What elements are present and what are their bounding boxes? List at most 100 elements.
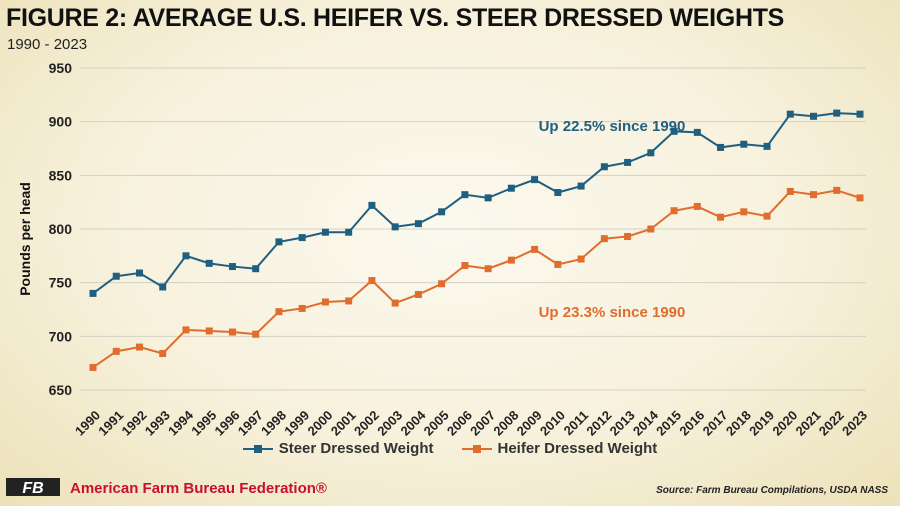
data-point-heifer xyxy=(693,202,701,210)
data-point-steer xyxy=(531,176,539,184)
data-point-steer xyxy=(786,110,794,118)
data-point-steer xyxy=(810,112,818,120)
data-point-steer xyxy=(298,234,306,242)
x-tick-label: 2010 xyxy=(537,408,568,439)
x-tick-label: 1993 xyxy=(142,408,173,439)
x-tick-label: 2014 xyxy=(630,407,662,439)
data-point-steer xyxy=(252,265,260,273)
legend-item-steer: Steer Dressed Weight xyxy=(242,440,434,457)
data-point-steer xyxy=(391,223,399,231)
data-point-heifer xyxy=(647,225,655,233)
data-point-steer xyxy=(112,272,120,280)
data-point-heifer xyxy=(856,194,864,202)
x-tick-label: 2013 xyxy=(607,408,638,439)
x-tick-label: 2022 xyxy=(816,408,847,439)
data-point-heifer xyxy=(182,326,190,334)
y-tick-label: 700 xyxy=(49,328,73,344)
data-point-steer xyxy=(438,208,446,216)
x-tick-label: 2017 xyxy=(700,408,731,439)
data-point-steer xyxy=(135,269,143,277)
y-tick-label: 650 xyxy=(49,382,73,398)
data-point-heifer xyxy=(321,298,329,306)
legend-swatch-steer xyxy=(242,443,273,455)
x-tick-label: 2009 xyxy=(514,408,545,439)
x-tick-label: 1996 xyxy=(212,408,243,439)
data-point-heifer xyxy=(600,235,608,243)
x-tick-label: 1998 xyxy=(258,408,289,439)
data-point-heifer xyxy=(252,330,260,338)
data-point-steer xyxy=(321,228,329,236)
data-point-heifer xyxy=(298,304,306,312)
data-point-steer xyxy=(624,158,632,166)
data-point-steer xyxy=(368,201,376,209)
data-point-steer xyxy=(647,149,655,157)
legend-label-heifer: Heifer Dressed Weight xyxy=(497,440,658,457)
data-point-steer xyxy=(89,289,97,297)
x-tick-label: 2018 xyxy=(723,408,754,439)
data-point-heifer xyxy=(577,255,585,263)
data-point-heifer xyxy=(391,299,399,307)
series-line-steer xyxy=(92,112,861,295)
x-tick-label: 1992 xyxy=(119,408,150,439)
x-tick-label: 1997 xyxy=(235,408,266,439)
y-tick-label: 900 xyxy=(49,114,73,130)
data-point-steer xyxy=(554,189,562,197)
x-tick-label: 2003 xyxy=(374,408,405,439)
data-point-steer xyxy=(275,238,283,246)
y-tick-label: 950 xyxy=(49,60,73,76)
x-tick-label: 2020 xyxy=(769,408,800,439)
x-tick-label: 2008 xyxy=(490,408,521,439)
data-point-heifer xyxy=(135,343,143,351)
x-tick-label: 2004 xyxy=(397,407,429,439)
x-tick-label: 2000 xyxy=(304,408,335,439)
data-point-heifer xyxy=(414,290,422,298)
data-point-heifer xyxy=(507,256,515,264)
data-point-steer xyxy=(205,259,213,267)
data-point-steer xyxy=(740,140,748,148)
chart-legend: Steer Dressed Weight Heifer Dressed Weig… xyxy=(0,440,900,457)
legend-swatch-heifer xyxy=(461,443,492,455)
data-point-steer xyxy=(763,142,771,150)
data-point-heifer xyxy=(786,187,794,195)
data-point-steer xyxy=(461,191,469,199)
data-point-heifer xyxy=(368,277,376,285)
data-point-heifer xyxy=(833,186,841,194)
x-tick-label: 2016 xyxy=(676,408,707,439)
x-tick-label: 2012 xyxy=(583,408,614,439)
data-point-steer xyxy=(856,110,864,118)
x-tick-label: 2007 xyxy=(467,408,498,439)
data-point-heifer xyxy=(531,245,539,253)
legend-label-steer: Steer Dressed Weight xyxy=(278,440,434,457)
data-point-heifer xyxy=(740,208,748,216)
annotation-steer: Up 22.5% since 1990 xyxy=(539,118,686,135)
y-tick-label: 800 xyxy=(49,221,73,237)
data-point-steer xyxy=(507,184,515,192)
data-point-heifer xyxy=(275,308,283,316)
data-point-steer xyxy=(345,228,353,236)
data-point-steer xyxy=(414,220,422,228)
data-point-heifer xyxy=(717,213,725,221)
x-tick-label: 2015 xyxy=(653,408,684,439)
x-tick-label: 2019 xyxy=(746,408,777,439)
annotation-heifer: Up 23.3% since 1990 xyxy=(539,304,686,321)
x-tick-label: 2023 xyxy=(839,408,870,439)
x-tick-label: 2021 xyxy=(793,408,824,439)
data-point-heifer xyxy=(484,265,492,273)
data-point-heifer xyxy=(205,327,213,335)
data-point-steer xyxy=(693,128,701,136)
data-point-heifer xyxy=(810,191,818,199)
organization-name: American Farm Bureau Federation® xyxy=(70,480,327,497)
x-tick-label: 2006 xyxy=(444,408,475,439)
y-tick-label: 850 xyxy=(49,167,73,183)
x-tick-label: 1999 xyxy=(281,408,312,439)
chart-title: FIGURE 2: AVERAGE U.S. HEIFER VS. STEER … xyxy=(6,4,785,32)
data-point-heifer xyxy=(112,347,120,355)
data-point-steer xyxy=(228,263,236,271)
x-tick-label: 1995 xyxy=(188,408,219,439)
data-point-heifer xyxy=(345,297,353,305)
data-point-steer xyxy=(833,109,841,117)
x-tick-label: 2005 xyxy=(421,408,452,439)
y-axis-label: Pounds per head xyxy=(17,182,33,296)
data-point-heifer xyxy=(438,280,446,288)
